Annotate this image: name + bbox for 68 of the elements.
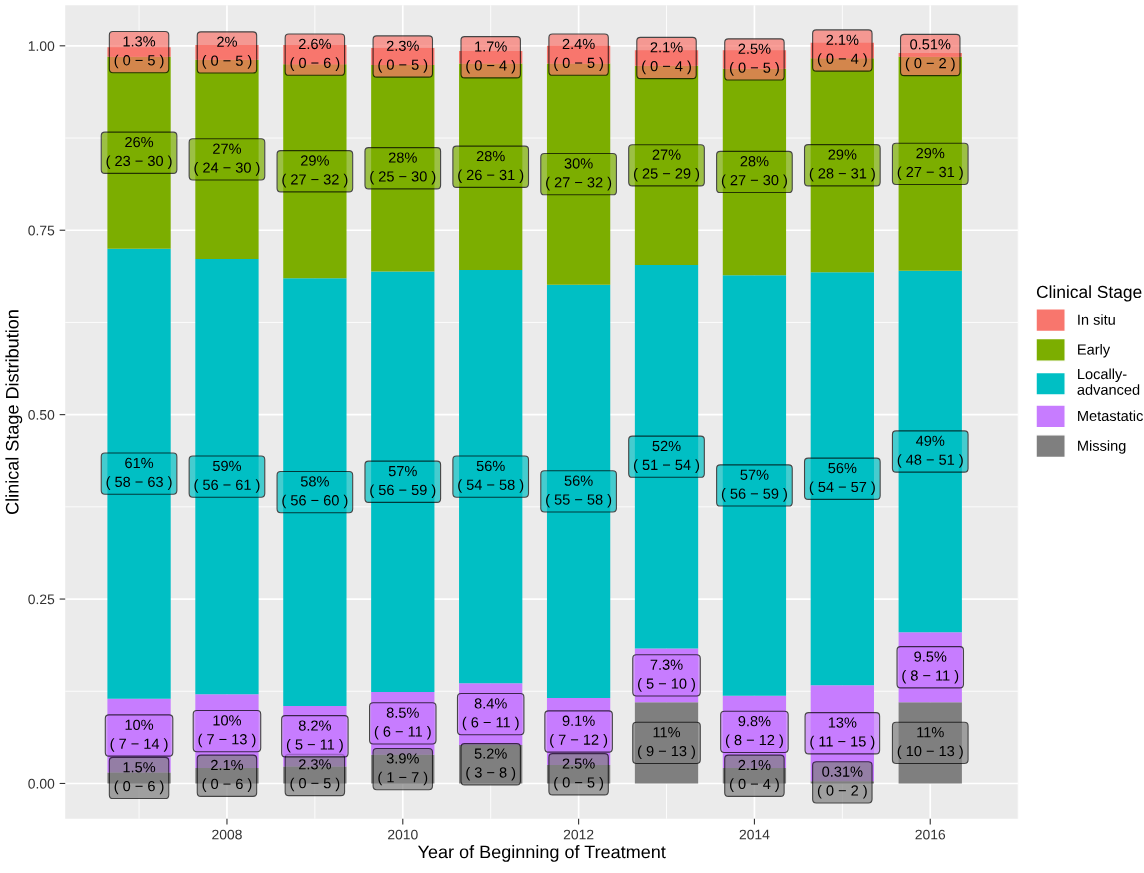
data-label: 10% ( 7 − 14 ) [110, 719, 168, 752]
data-label: 2.1% ( 0 − 4 ) [642, 42, 691, 75]
x-tick-label: 2016 [915, 829, 946, 840]
data-label: 2.4% ( 0 − 5 ) [554, 38, 604, 71]
y-axis-title: Clinical Stage Distribution [5, 310, 23, 514]
data-label: 0.31% ( 0 − 2 ) [817, 766, 867, 799]
data-label: 11% ( 10 − 13 ) [897, 727, 963, 760]
data-label: 2.3% ( 0 − 5 ) [378, 40, 428, 73]
data-label: 1.5% ( 0 − 6 ) [114, 762, 164, 795]
data-label: 52% ( 51 − 54 ) [633, 440, 700, 473]
x-tick-label: 2008 [212, 829, 242, 840]
data-label: 3.9% ( 1 − 7 ) [378, 753, 428, 786]
legend-label: In situ [1078, 314, 1115, 325]
data-label: 57% ( 56 − 59 ) [370, 465, 436, 498]
data-label: 1.3% ( 0 − 5 ) [114, 36, 164, 69]
y-tick-label: 0.75 [28, 225, 55, 236]
data-label: 2.3% ( 0 − 5 ) [290, 759, 340, 792]
data-label: 2.1% ( 0 − 6 ) [202, 759, 252, 792]
data-label: 0.51% ( 0 − 2 ) [905, 39, 955, 72]
data-label: 8.2% ( 5 − 11 ) [286, 720, 343, 753]
data-label: 56% ( 54 − 57 ) [809, 462, 875, 495]
x-tick-label: 2012 [563, 829, 594, 840]
data-label: 28% ( 26 − 31 ) [458, 150, 524, 184]
data-label: 26% ( 23 − 30 ) [106, 136, 172, 169]
data-label: 29% ( 27 − 32 ) [282, 155, 348, 188]
data-label: 59% ( 56 − 61 ) [194, 460, 260, 493]
y-tick-label: 0.25 [28, 594, 55, 605]
data-label: 1.7% ( 0 − 4 ) [466, 41, 516, 74]
data-label: 56% ( 55 − 58 ) [546, 475, 612, 508]
data-label: 10% ( 7 − 13 ) [198, 715, 256, 748]
legend-label: Missing [1078, 440, 1126, 454]
data-label: 9.1% ( 7 − 12 ) [550, 715, 608, 748]
y-tick-label: 1.00 [28, 41, 55, 51]
legend-title: Clinical Stage [1036, 285, 1142, 302]
data-label: 9.8% ( 8 − 12 ) [725, 715, 783, 749]
data-label: 29% ( 27 − 31 ) [897, 147, 963, 181]
data-label: 61% ( 58 − 63 ) [106, 457, 172, 490]
data-label: 30% ( 27 − 32 ) [546, 158, 612, 191]
data-label: 9.5% ( 8 − 11 ) [902, 651, 959, 684]
x-tick-label: 2010 [388, 829, 418, 840]
data-label: 2.5% ( 0 − 5 ) [730, 43, 779, 76]
data-label: 11% ( 9 − 13 ) [638, 727, 695, 760]
data-label: 57% ( 56 − 59 ) [721, 469, 787, 502]
data-label: 2.1% ( 0 − 4 ) [730, 759, 779, 792]
y-tick-label: 0.00 [28, 778, 55, 789]
x-axis-title: Year of Beginning of Treatment [417, 845, 666, 862]
y-tick-label: 0.50 [28, 409, 55, 420]
data-label: 13% ( 11 − 15 ) [810, 717, 875, 750]
legend-label: Locally- advanced [1077, 368, 1140, 395]
data-label: 8.5% ( 6 − 11 ) [374, 707, 431, 740]
data-label: 29% ( 28 − 31 ) [809, 149, 875, 182]
data-label: 2.6% ( 0 − 6 ) [290, 38, 340, 71]
data-label: 2% ( 0 − 5 ) [202, 36, 252, 69]
data-label: 58% ( 56 − 60 ) [282, 476, 348, 509]
x-tick-label: 2014 [739, 829, 770, 840]
data-label: 49% ( 48 − 51 ) [897, 435, 963, 468]
data-label: 8.4% ( 6 − 11 ) [462, 698, 519, 731]
data-label: 56% ( 54 − 58 ) [458, 460, 524, 493]
data-label: 28% ( 25 − 30 ) [370, 152, 436, 185]
legend-label: Early [1078, 343, 1111, 358]
data-label: 27% ( 24 − 30 ) [194, 143, 260, 176]
data-label: 5.2% ( 3 − 8 ) [466, 748, 516, 781]
data-label: 2.1% ( 0 − 4 ) [817, 34, 867, 67]
data-label: 27% ( 25 − 29 ) [633, 149, 700, 182]
legend-label: Metastatic [1078, 410, 1143, 422]
data-label: 28% ( 27 − 30 ) [721, 156, 787, 189]
data-label: 2.5% ( 0 − 5 ) [554, 758, 604, 791]
data-label: 7.3% ( 5 − 10 ) [638, 659, 695, 692]
